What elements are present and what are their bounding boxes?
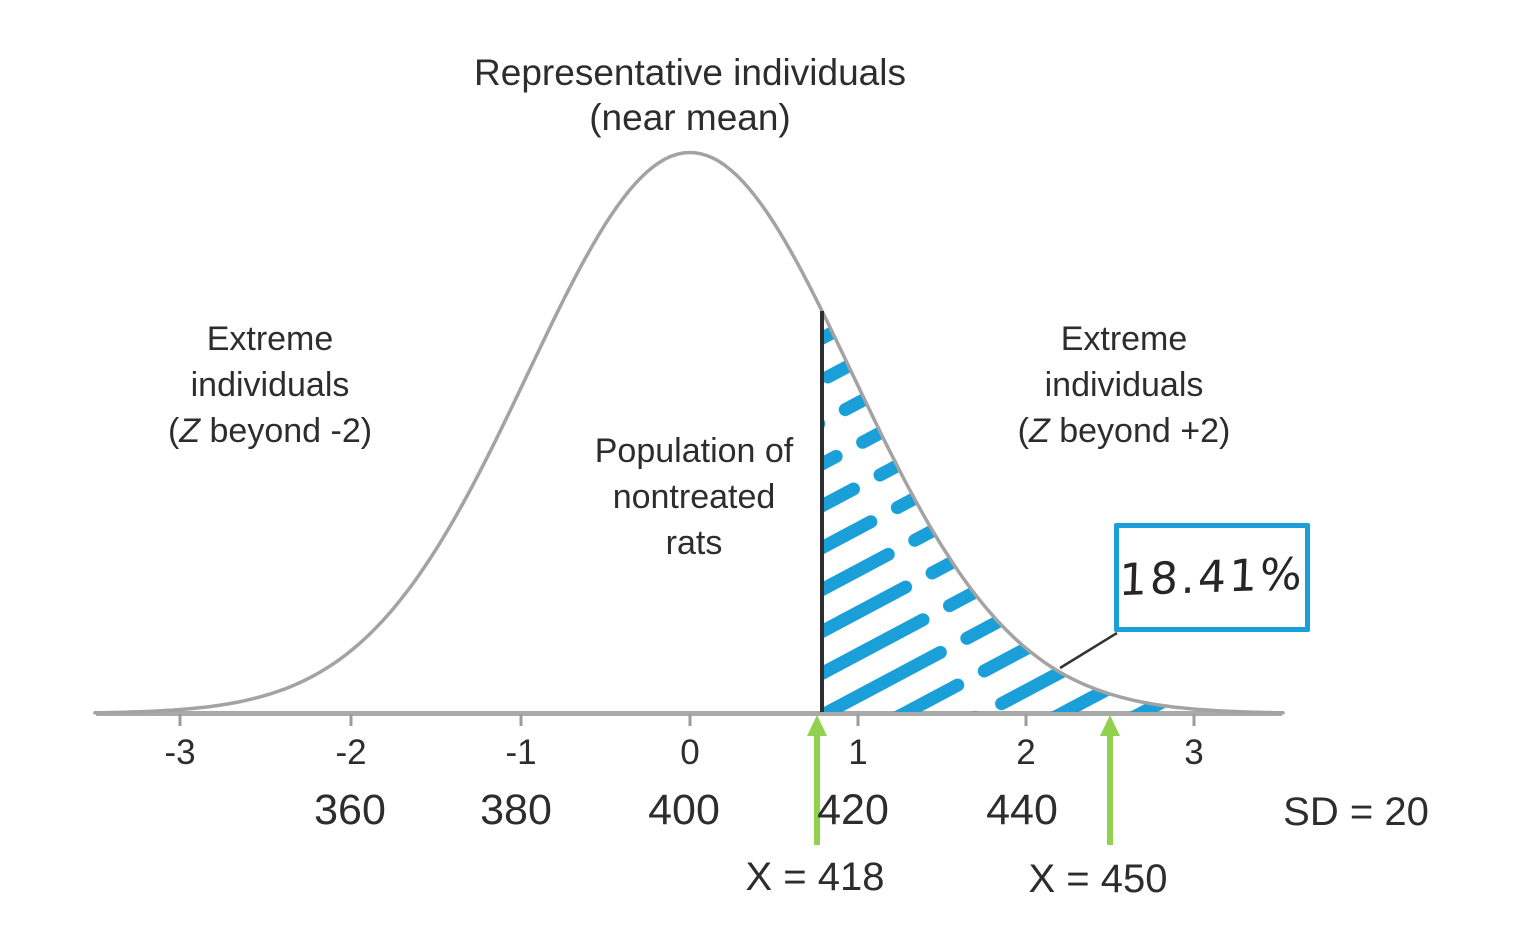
annotation-line: (Z beyond +2) [1017,412,1231,450]
title-line-1: Representative individuals [474,52,906,93]
annotation-line: rats [665,524,723,562]
x-axis-label-360: 360 [314,786,386,834]
x-axis-label-420: 420 [817,786,889,834]
annotation-line: individuals [1044,366,1204,404]
annotation-line: Extreme [206,320,334,358]
x-axis-label-440: 440 [986,786,1058,834]
percent-value: 18.41% [1118,548,1306,607]
z-symbol: Z [1029,412,1050,450]
percent-callout: 18.41% [1114,523,1310,632]
z-axis-label-0: 0 [680,733,700,772]
title-line-2: (near mean) [589,97,791,138]
marker-label-450: X = 450 [1028,857,1168,901]
marker-arrow-418 [807,715,827,845]
z-axis-label-2: 2 [1016,733,1036,772]
callout-leader-line [1059,631,1118,670]
sd-label: SD = 20 [1283,790,1429,834]
x-axis-label-400: 400 [648,786,720,834]
shaded-tail-region [822,311,1196,712]
x-axis-label-380: 380 [480,786,552,834]
annotation-line: Population of [594,432,794,470]
annotation-line: individuals [190,366,350,404]
z-axis-label-3: 3 [1184,733,1204,772]
arrow-head [807,715,827,736]
annotation-population: Population of nontreated rats [595,428,794,566]
z-axis-label-1: 1 [848,733,868,772]
marker-label-418: X = 418 [745,855,885,899]
marker-arrow-450 [1100,715,1120,845]
z-axis-label-neg2: -2 [335,733,367,772]
arrow-head [1100,715,1120,736]
bell-curve [93,150,1285,715]
annotation-line: nontreated [612,478,776,516]
figure-title: Representative individuals (near mean) [474,50,906,140]
z-symbol: Z [179,412,201,450]
z-axis-label-neg1: -1 [505,733,537,772]
annotation-extreme-left: Extreme individuals (Z beyond -2) [168,316,372,454]
annotation-line: Extreme [1060,320,1188,358]
annotation-line: (Z beyond -2) [167,412,373,450]
annotation-extreme-right: Extreme individuals (Z beyond +2) [1018,316,1231,454]
z-axis-label-neg3: -3 [164,733,196,772]
